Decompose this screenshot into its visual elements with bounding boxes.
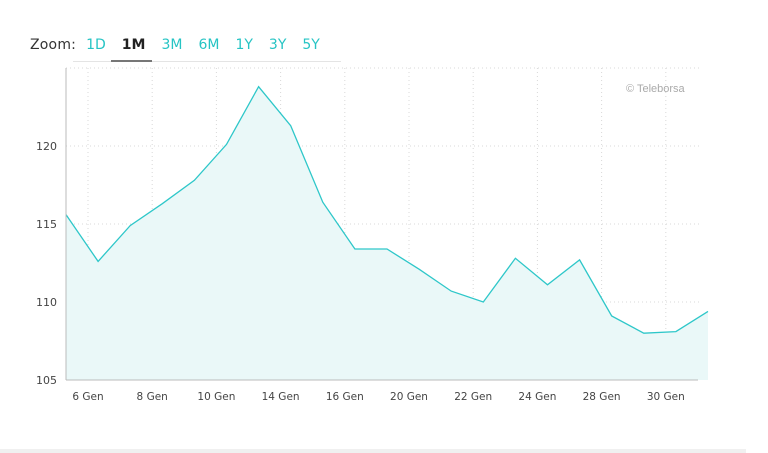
bottom-scrollbar[interactable] (0, 449, 746, 453)
zoom-label: Zoom: (30, 37, 77, 53)
x-tick-label: 28 Gen (583, 391, 621, 403)
zoom-1y-button[interactable]: 1Y (235, 37, 253, 53)
x-tick-label: 22 Gen (454, 391, 492, 403)
price-area-fill (66, 86, 708, 380)
zoom-1d-button[interactable]: 1D (86, 37, 106, 53)
x-tick-label: 30 Gen (647, 391, 685, 403)
x-tick-label: 20 Gen (390, 391, 428, 403)
zoom-5y-button[interactable]: 5Y (302, 37, 320, 53)
x-tick-label: 16 Gen (326, 391, 364, 403)
zoom-active-indicator (111, 60, 152, 62)
zoom-6m-button[interactable]: 6M (198, 37, 220, 53)
x-tick-label: 14 Gen (262, 391, 300, 403)
x-axis-labels: 6 Gen 8 Gen 10 Gen 14 Gen 16 Gen 20 Gen 22 Gen… (72, 391, 684, 403)
zoom-1m-button[interactable]: 1M (121, 37, 146, 53)
chart-credit: © Teleborsa (626, 83, 685, 95)
x-tick-label: 24 Gen (518, 391, 556, 403)
zoom-3m-button[interactable]: 3M (161, 37, 183, 53)
zoom-range-selector: Zoom: 1D 1M 3M 6M 1Y 3Y 5Y (30, 34, 336, 56)
zoom-3y-button[interactable]: 3Y (268, 37, 287, 53)
x-tick-label: 10 Gen (197, 391, 235, 403)
y-tick-label: 115 (36, 218, 57, 231)
x-tick-label: 8 Gen (137, 391, 168, 403)
price-line (65, 85, 709, 334)
y-tick-label: 105 (36, 374, 57, 387)
zoom-track (73, 61, 341, 62)
y-tick-label: 120 (36, 140, 57, 153)
y-tick-label: 110 (36, 296, 57, 309)
y-axis-labels: 105 110 115 120 (36, 140, 57, 387)
x-tick-label: 6 Gen (72, 391, 103, 403)
